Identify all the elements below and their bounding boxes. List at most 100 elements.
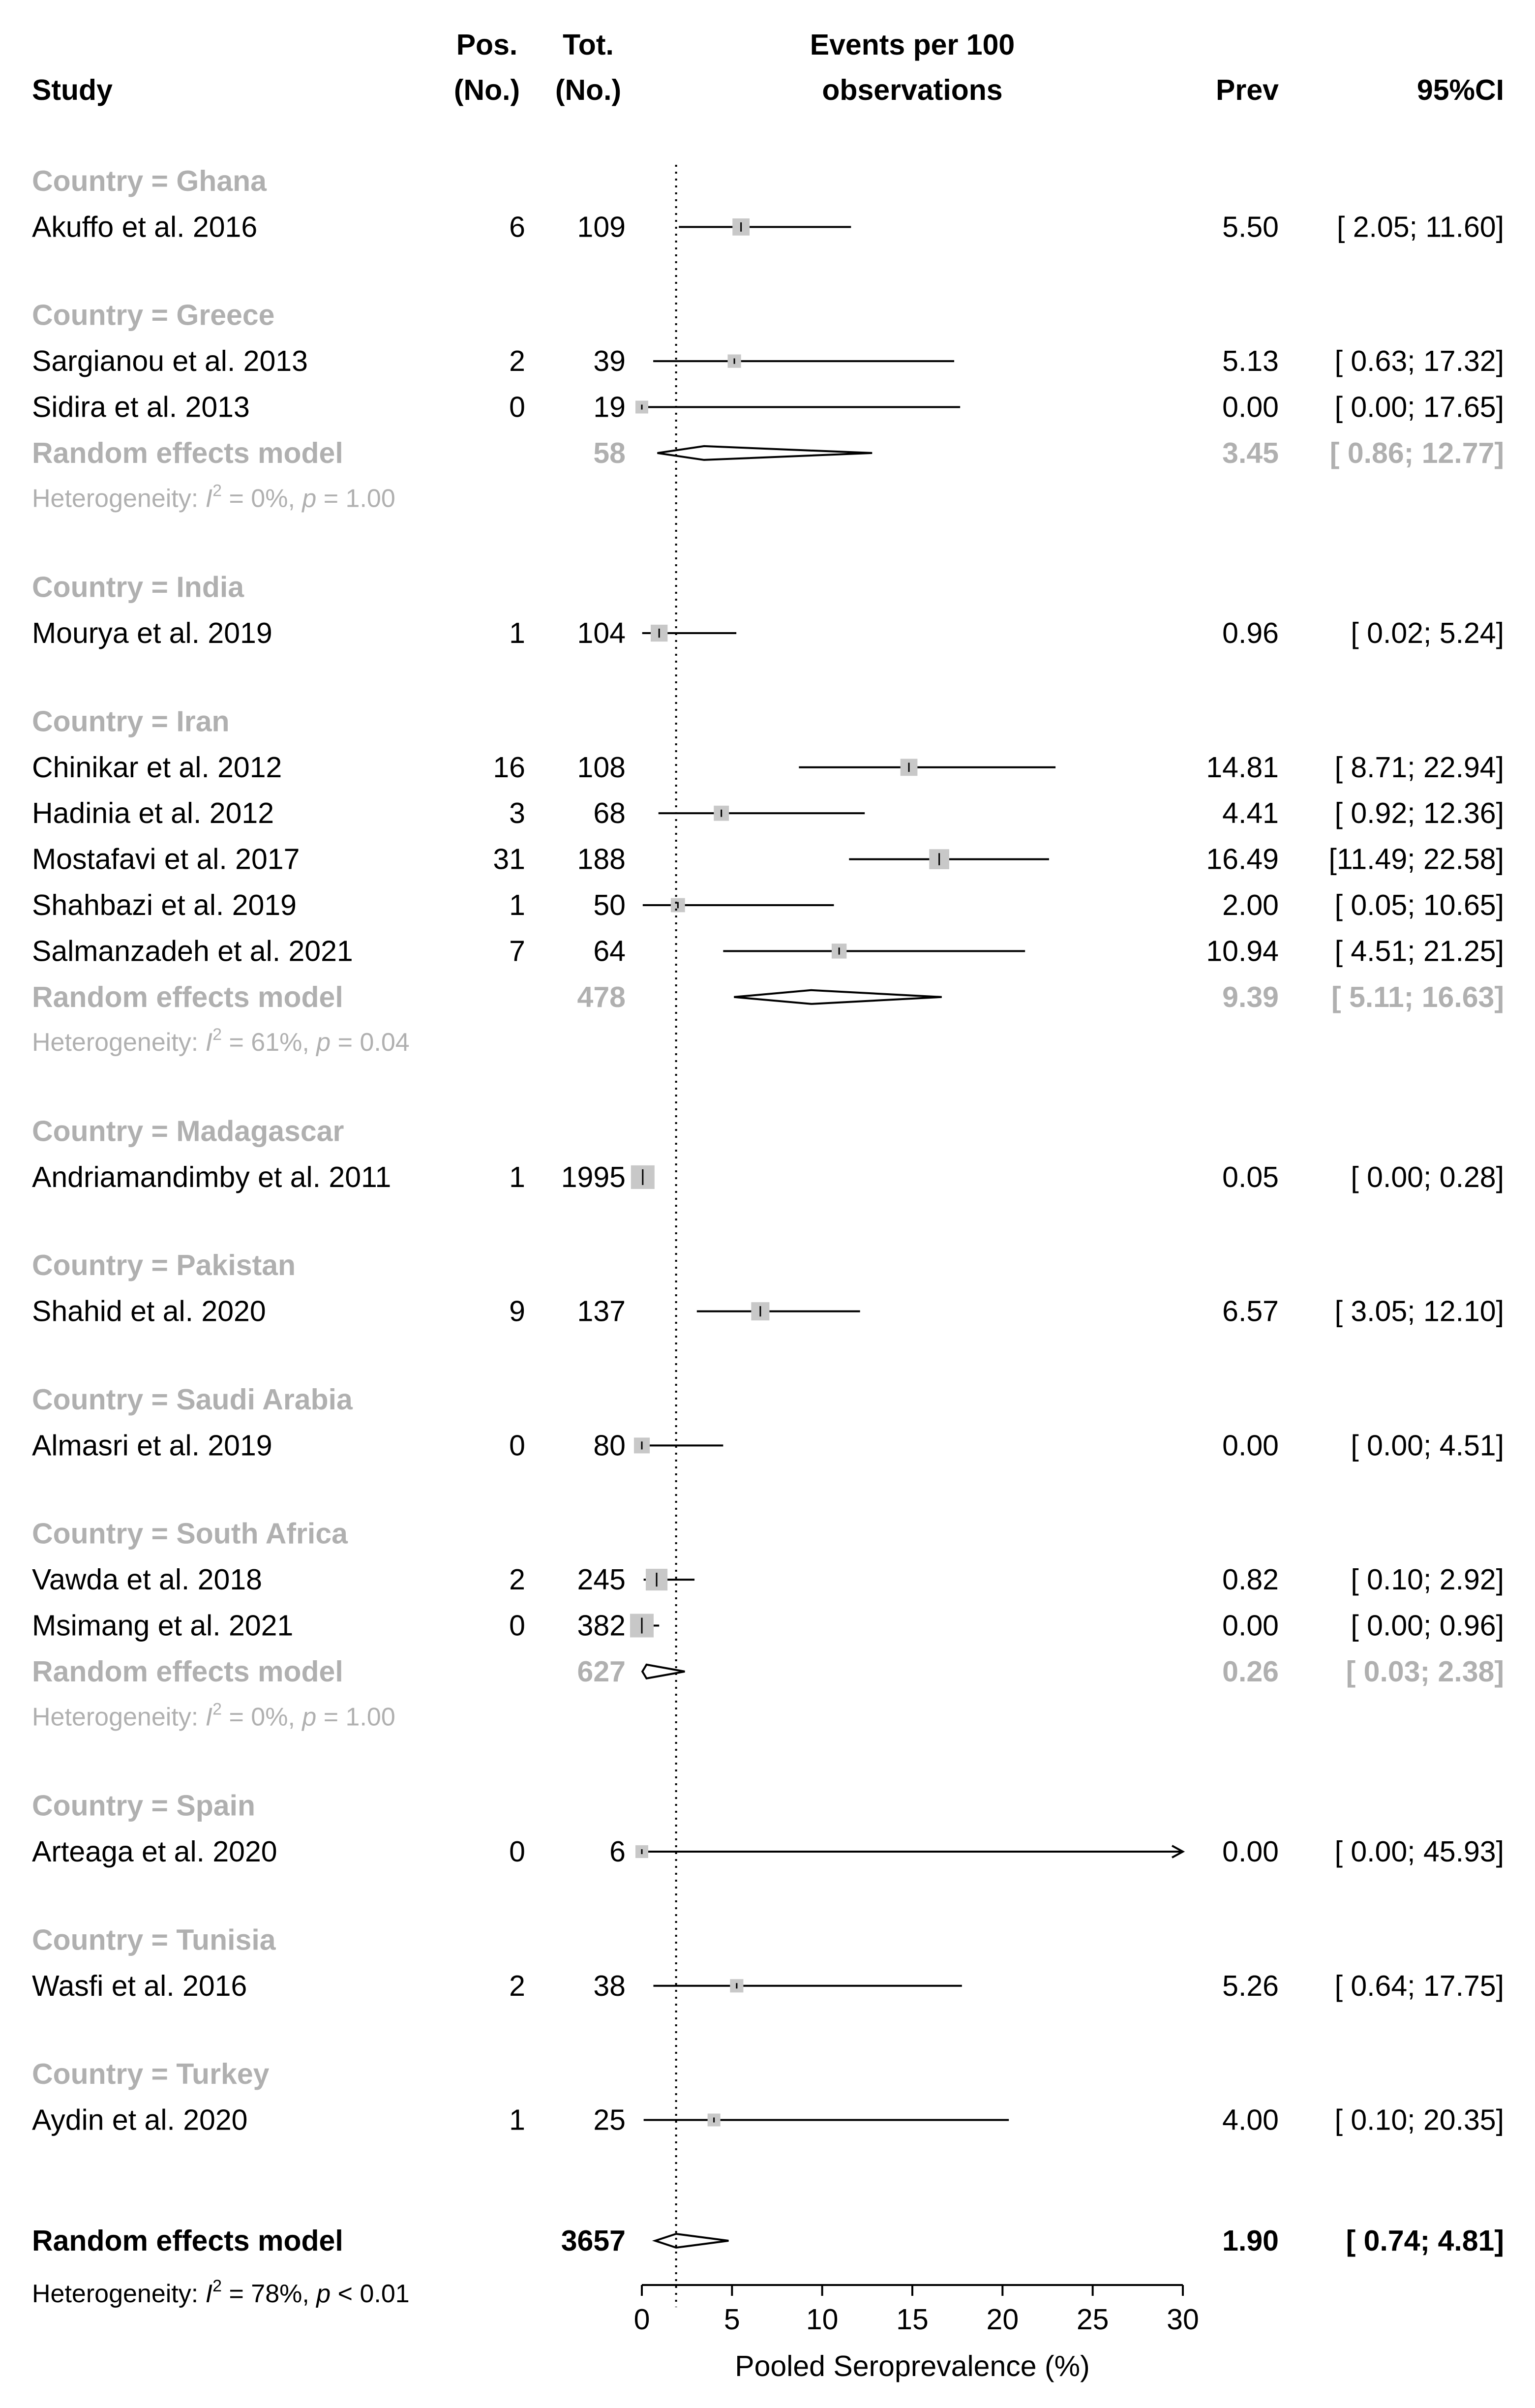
study-name: Akuffo et al. 2016 <box>32 211 257 243</box>
study-pos: 9 <box>509 1295 525 1328</box>
study-name: Andriamandimby et al. 2011 <box>32 1161 391 1193</box>
header-prev: Prev <box>1216 74 1279 106</box>
study-ci: [ 0.10; 20.35] <box>1335 2103 1504 2136</box>
study-name: Shahid et al. 2020 <box>32 1295 266 1328</box>
subgroup-model-ci: [ 5.11; 16.63] <box>1331 981 1504 1013</box>
study-name: Wasfi et al. 2016 <box>32 1970 247 2002</box>
subgroup-diamond <box>657 445 873 461</box>
study-name: Shahbazi et al. 2019 <box>32 889 297 921</box>
study-tot: 50 <box>593 889 626 921</box>
header-tot-unit: (No.) <box>555 74 621 106</box>
study-ci: [ 0.00; 0.28] <box>1351 1161 1504 1193</box>
overall-model-label: Random effects model <box>32 2225 343 2257</box>
study-prev: 0.00 <box>1222 1835 1279 1868</box>
study-ci: [ 4.51; 21.25] <box>1335 935 1504 967</box>
study-ci-line-arrow <box>1172 1845 1185 1859</box>
overall-model-ci: [ 0.74; 4.81] <box>1346 2225 1504 2257</box>
group-label: Country = Pakistan <box>32 1249 296 1281</box>
study-pos: 1 <box>509 617 525 649</box>
study-tot: 68 <box>593 797 626 829</box>
study-ci: [ 0.92; 12.36] <box>1335 797 1504 829</box>
group-label: Country = Turkey <box>32 2058 270 2090</box>
overall-diamond <box>652 2232 729 2249</box>
study-ci: [ 0.00; 4.51] <box>1351 1429 1504 1462</box>
study-tot: 38 <box>593 1970 626 2002</box>
study-prev: 5.50 <box>1222 211 1279 243</box>
study-name: Arteaga et al. 2020 <box>32 1835 277 1868</box>
study-tot: 39 <box>593 345 626 377</box>
subgroup-model-label: Random effects model <box>32 981 343 1013</box>
x-tick-label: 0 <box>634 2303 650 2336</box>
study-pos: 0 <box>509 1835 525 1868</box>
study-tot: 6 <box>609 1835 626 1868</box>
x-tick-label: 25 <box>1077 2303 1109 2336</box>
study-name: Mourya et al. 2019 <box>32 617 272 649</box>
study-name: Vawda et al. 2018 <box>32 1563 262 1596</box>
group-label: Country = Greece <box>32 299 275 332</box>
study-pos: 16 <box>493 751 525 784</box>
study-name: Sidira et al. 2013 <box>32 391 250 424</box>
study-ci: [ 3.05; 12.10] <box>1335 1295 1504 1328</box>
study-ci: [11.49; 22.58] <box>1329 843 1504 876</box>
subgroup-model-tot: 478 <box>577 981 626 1013</box>
header-pos-unit: (No.) <box>454 74 520 106</box>
study-tot: 80 <box>593 1429 626 1462</box>
study-pos: 2 <box>509 345 525 377</box>
study-prev: 0.96 <box>1222 617 1279 649</box>
study-tot: 245 <box>577 1563 626 1596</box>
subgroup-model-tot: 58 <box>593 437 626 469</box>
header-study: Study <box>32 74 113 106</box>
subgroup-model-ci: [ 0.86; 12.77] <box>1330 437 1504 469</box>
x-tick-label: 30 <box>1167 2303 1199 2336</box>
study-prev: 5.13 <box>1222 345 1279 377</box>
subgroup-model-label: Random effects model <box>32 1655 343 1688</box>
study-pos: 7 <box>509 935 525 967</box>
group-label: Country = Iran <box>32 705 230 737</box>
x-tick-label: 5 <box>724 2303 740 2336</box>
study-ci: [ 0.64; 17.75] <box>1335 1970 1504 2002</box>
subgroup-model-tot: 627 <box>577 1655 626 1688</box>
study-ci: [ 0.02; 5.24] <box>1351 617 1504 649</box>
study-name: Msimang et al. 2021 <box>32 1609 293 1642</box>
study-pos: 1 <box>509 1161 525 1193</box>
header-tot: Tot. <box>563 29 614 61</box>
overall-model-prev: 1.90 <box>1222 2225 1279 2257</box>
study-prev: 0.00 <box>1222 1609 1279 1642</box>
group-label: Country = Ghana <box>32 165 267 197</box>
study-prev: 0.82 <box>1222 1563 1279 1596</box>
group-label: Country = Tunisia <box>32 1923 276 1956</box>
study-prev: 0.05 <box>1222 1161 1279 1193</box>
group-label: Country = South Africa <box>32 1518 348 1550</box>
header-ci: 95%CI <box>1417 74 1504 106</box>
study-prev: 6.57 <box>1222 1295 1279 1328</box>
study-name: Almasri et al. 2019 <box>32 1429 272 1462</box>
x-tick-label: 15 <box>896 2303 929 2336</box>
group-label: Country = Madagascar <box>32 1115 344 1148</box>
study-name: Aydin et al. 2020 <box>32 2103 247 2136</box>
study-tot: 25 <box>593 2103 626 2136</box>
study-ci: [ 0.00; 17.65] <box>1335 391 1504 424</box>
study-ci: [ 0.00; 45.93] <box>1335 1835 1504 1868</box>
subgroup-heterogeneity: Heterogeneity: I2 = 61%, p = 0.04 <box>32 1025 410 1057</box>
study-tot: 64 <box>593 935 626 967</box>
study-prev: 10.94 <box>1206 935 1279 967</box>
study-ci: [ 0.10; 2.92] <box>1351 1563 1504 1596</box>
study-pos: 1 <box>509 2103 525 2136</box>
study-pos: 1 <box>509 889 525 921</box>
study-pos: 2 <box>509 1970 525 2002</box>
subgroup-model-prev: 0.26 <box>1222 1655 1279 1688</box>
study-pos: 3 <box>509 797 525 829</box>
study-tot: 109 <box>577 211 626 243</box>
study-tot: 137 <box>577 1295 626 1328</box>
study-prev: 0.00 <box>1222 391 1279 424</box>
study-pos: 0 <box>509 1609 525 1642</box>
study-prev: 0.00 <box>1222 1429 1279 1462</box>
study-tot: 188 <box>577 843 626 876</box>
study-pos: 31 <box>493 843 525 876</box>
study-pos: 2 <box>509 1563 525 1596</box>
study-prev: 4.00 <box>1222 2103 1279 2136</box>
header-events: Events per 100 <box>810 29 1015 61</box>
study-name: Mostafavi et al. 2017 <box>32 843 300 876</box>
subgroup-model-prev: 3.45 <box>1222 437 1279 469</box>
study-prev: 4.41 <box>1222 797 1279 829</box>
